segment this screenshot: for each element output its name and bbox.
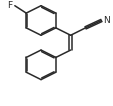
Text: N: N <box>102 16 108 25</box>
Text: F: F <box>7 1 12 10</box>
